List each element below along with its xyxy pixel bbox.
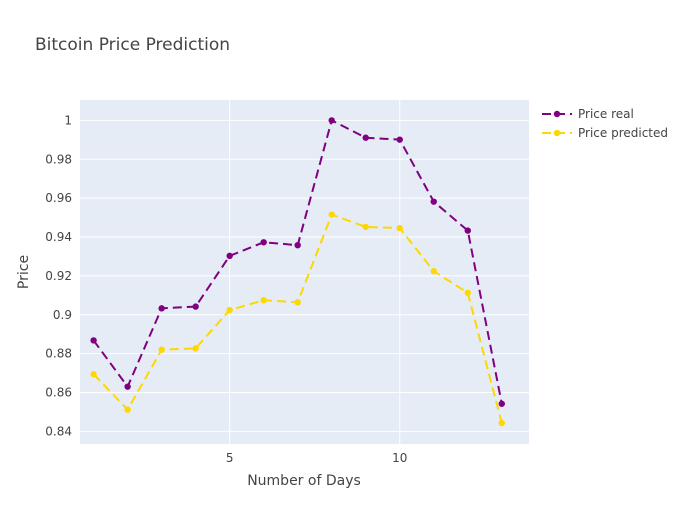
data-point [430, 268, 437, 275]
data-point [192, 345, 199, 352]
data-point [226, 252, 233, 260]
y-tick-label: 0.96 [45, 191, 72, 205]
data-point [124, 406, 131, 413]
x-tick-label: 5 [226, 451, 234, 465]
series-price-real [90, 117, 505, 407]
data-point [260, 239, 267, 246]
y-tick-label: 0.94 [45, 230, 72, 244]
data-point [464, 227, 471, 234]
chart-title: Bitcoin Price Prediction [35, 35, 230, 55]
legend-item: Price predicted [542, 126, 668, 140]
data-point [124, 383, 131, 390]
legend-marker [553, 129, 561, 137]
y-tick-labels: 0.84 0.86 0.88 0.9 0.92 0.94 0.96 0.98 1 [45, 113, 72, 438]
series-price-predicted [90, 211, 505, 427]
legend-label: Price real [578, 107, 634, 121]
data-point [498, 419, 505, 427]
plot-background [80, 100, 529, 444]
data-point [328, 117, 335, 124]
data-point [464, 289, 471, 296]
data-point [226, 306, 233, 314]
data-point [294, 299, 301, 306]
x-axis-title: Number of Days [247, 473, 361, 489]
y-tick-label: 0.84 [45, 424, 72, 438]
legend-marker [553, 110, 561, 118]
legend-label: Price predicted [578, 126, 668, 140]
data-point [158, 305, 165, 312]
series-layer [90, 117, 505, 427]
data-point [396, 136, 403, 143]
data-point [430, 198, 437, 205]
data-point [158, 346, 165, 353]
y-gridlines [80, 119, 529, 432]
legend: Price real Price predicted [542, 107, 668, 140]
data-point [362, 134, 369, 141]
data-point [396, 224, 403, 232]
y-tick-label: 1 [64, 113, 72, 127]
data-point [498, 400, 505, 407]
x-tick-label: 10 [392, 451, 407, 465]
data-point [362, 223, 369, 231]
y-tick-label: 0.98 [45, 152, 72, 166]
x-gridlines [229, 100, 401, 444]
y-tick-label: 0.86 [45, 385, 72, 399]
data-point [90, 337, 97, 344]
y-tick-label: 0.92 [45, 269, 72, 283]
data-point [294, 241, 301, 249]
data-point [192, 303, 199, 310]
data-point [260, 296, 267, 304]
y-axis-title: Price [16, 255, 32, 289]
x-tick-labels: 5 10 [226, 451, 408, 465]
y-tick-label: 0.9 [53, 308, 72, 322]
y-tick-label: 0.88 [45, 347, 72, 361]
data-point [90, 371, 97, 378]
legend-item: Price real [542, 107, 634, 121]
data-point [328, 211, 335, 218]
